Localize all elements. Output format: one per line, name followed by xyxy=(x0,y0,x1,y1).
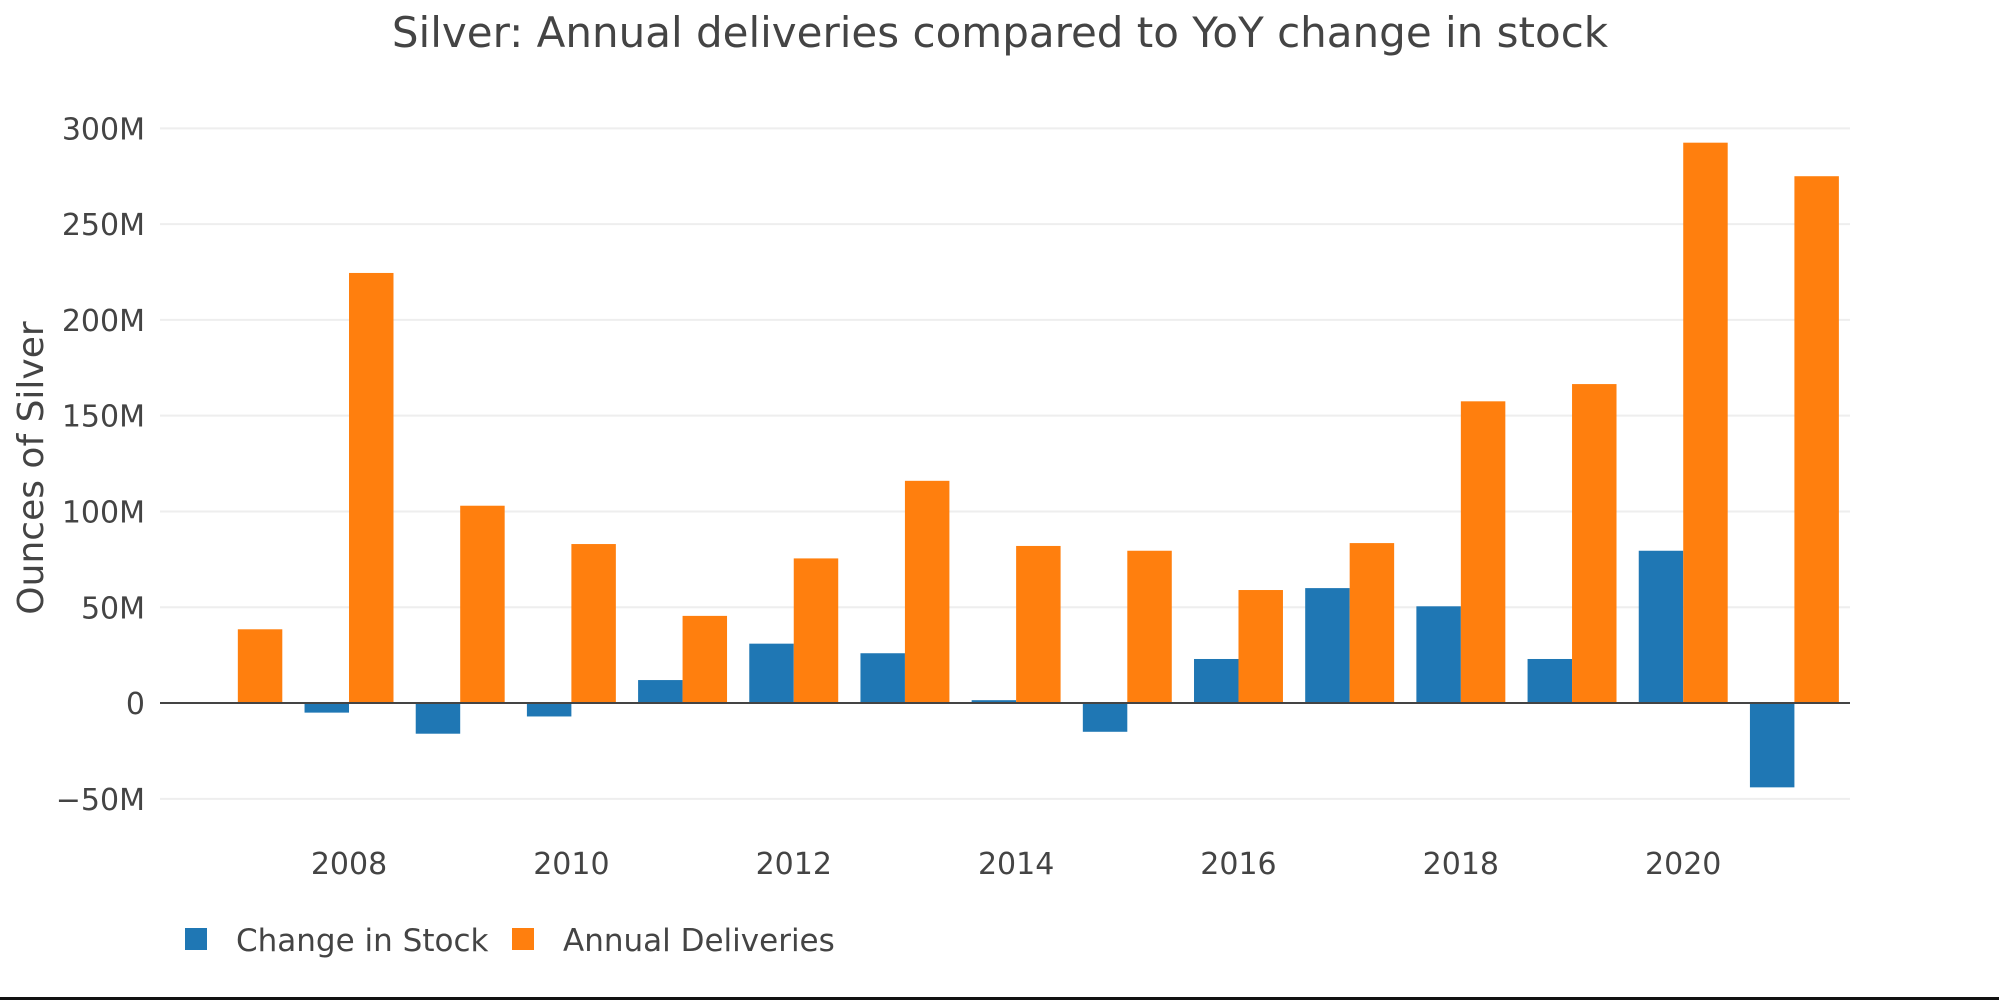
bar-change-in-stock xyxy=(971,700,1017,704)
legend-label-change-in-stock: Change in Stock xyxy=(236,923,488,959)
bar-change-in-stock xyxy=(415,703,461,734)
legend-swatch-annual-deliveries xyxy=(512,928,534,950)
bar-annual-deliveries xyxy=(1127,550,1172,704)
bar-annual-deliveries xyxy=(1572,384,1617,704)
legend-item-annual-deliveries[interactable]: Annual Deliveries xyxy=(512,923,835,959)
bars xyxy=(237,142,1839,788)
bottom-border xyxy=(0,997,1999,1000)
legend-label-annual-deliveries: Annual Deliveries xyxy=(563,923,835,959)
y-tick-label: 150M xyxy=(62,400,145,435)
bar-annual-deliveries xyxy=(237,629,283,704)
gridlines xyxy=(160,127,1850,800)
bar-change-in-stock xyxy=(1638,550,1684,704)
bar-annual-deliveries xyxy=(1349,543,1395,704)
x-tick-label: 2018 xyxy=(1423,847,1499,882)
bar-change-in-stock xyxy=(749,643,794,704)
x-tick-label: 2014 xyxy=(978,847,1054,882)
y-tick-label: 0 xyxy=(126,687,145,722)
y-axis-ticks: −50M 0 50M 100M 150M 200M 250M 300M xyxy=(56,112,145,818)
bar-change-in-stock xyxy=(1305,588,1350,704)
bar-annual-deliveries xyxy=(349,272,394,704)
bar-annual-deliveries xyxy=(1683,142,1728,704)
bar-change-in-stock xyxy=(526,703,572,717)
y-tick-label: −50M xyxy=(56,783,145,818)
bar-annual-deliveries xyxy=(460,505,505,704)
bar-change-in-stock xyxy=(1527,658,1573,704)
bar-annual-deliveries xyxy=(1460,401,1506,704)
bar-change-in-stock xyxy=(304,703,350,713)
bar-change-in-stock xyxy=(1194,658,1239,704)
x-axis-ticks: 2008 2010 2012 2014 2016 2018 2020 xyxy=(311,847,1722,882)
bar-annual-deliveries xyxy=(793,558,839,704)
bar-change-in-stock xyxy=(1082,703,1128,732)
bar-change-in-stock xyxy=(860,653,905,704)
bar-annual-deliveries xyxy=(1016,545,1061,704)
y-tick-label: 250M xyxy=(62,208,145,243)
y-axis-title: Ounces of Silver xyxy=(11,321,52,615)
x-tick-label: 2008 xyxy=(311,847,387,882)
legend-swatch-change-in-stock xyxy=(185,928,207,950)
x-tick-label: 2010 xyxy=(533,847,609,882)
x-tick-label: 2016 xyxy=(1200,847,1276,882)
y-tick-label: 50M xyxy=(81,591,145,626)
bar-change-in-stock xyxy=(1416,606,1461,704)
bar-annual-deliveries xyxy=(682,615,728,704)
x-tick-label: 2020 xyxy=(1645,847,1721,882)
bar-annual-deliveries xyxy=(1794,176,1839,704)
bar-annual-deliveries xyxy=(904,480,950,704)
y-tick-label: 300M xyxy=(62,112,145,147)
bar-change-in-stock xyxy=(638,680,683,704)
bar-change-in-stock xyxy=(1749,703,1795,788)
x-tick-label: 2012 xyxy=(756,847,832,882)
bar-annual-deliveries xyxy=(571,544,616,704)
y-tick-label: 100M xyxy=(62,495,145,530)
legend-item-change-in-stock[interactable]: Change in Stock xyxy=(185,923,488,959)
bar-annual-deliveries xyxy=(1238,590,1283,704)
y-tick-label: 200M xyxy=(62,304,145,339)
chart-title: Silver: Annual deliveries compared to Yo… xyxy=(392,8,1609,57)
legend[interactable]: Change in Stock Annual Deliveries xyxy=(185,923,835,959)
